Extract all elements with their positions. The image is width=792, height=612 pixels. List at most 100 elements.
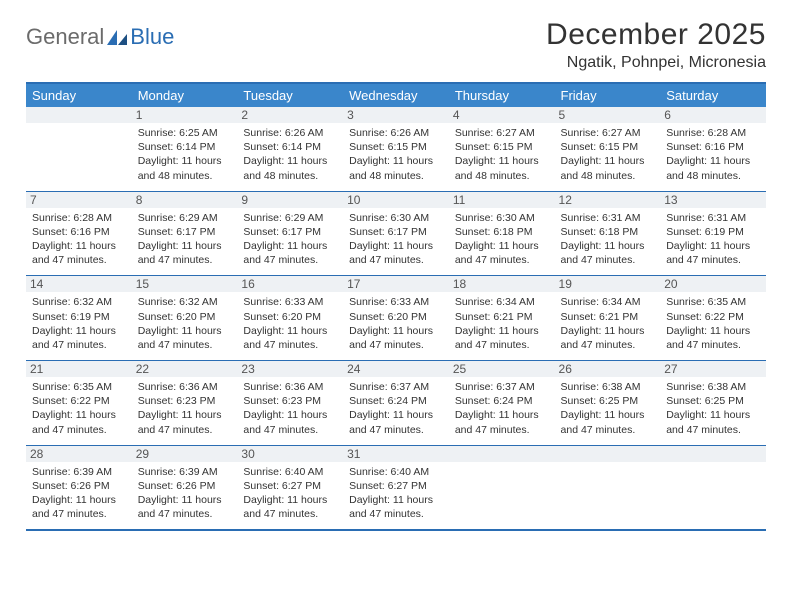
daylight-text: Daylight: 11 hours [666,239,760,253]
daylight-text: Daylight: 11 hours [561,239,655,253]
sunrise-text: Sunrise: 6:35 AM [666,295,760,309]
sunset-text: Sunset: 6:22 PM [666,310,760,324]
day-cell: 4Sunrise: 6:27 AMSunset: 6:15 PMDaylight… [449,107,555,191]
day-cell: 8Sunrise: 6:29 AMSunset: 6:17 PMDaylight… [132,191,238,276]
calendar-table: Sunday Monday Tuesday Wednesday Thursday… [26,82,766,531]
brand-text-1: General [26,24,104,50]
day-number: 20 [660,276,766,292]
sunrise-text: Sunrise: 6:26 AM [243,126,337,140]
sunrise-text: Sunrise: 6:33 AM [243,295,337,309]
empty-day [555,446,661,462]
daylight-text: and 47 minutes. [138,253,232,267]
week-row: 1Sunrise: 6:25 AMSunset: 6:14 PMDaylight… [26,107,766,191]
day-number: 24 [343,361,449,377]
daylight-text: and 48 minutes. [138,169,232,183]
sunrise-text: Sunrise: 6:30 AM [349,211,443,225]
day-number: 6 [660,107,766,123]
sunset-text: Sunset: 6:16 PM [32,225,126,239]
sunrise-text: Sunrise: 6:38 AM [561,380,655,394]
sunrise-text: Sunrise: 6:37 AM [349,380,443,394]
day-number: 3 [343,107,449,123]
daylight-text: and 47 minutes. [349,423,443,437]
daylight-text: and 47 minutes. [138,423,232,437]
day-number: 13 [660,192,766,208]
day-number: 31 [343,446,449,462]
day-header: Saturday [660,83,766,107]
empty-day [26,107,132,123]
day-number: 7 [26,192,132,208]
day-cell: 2Sunrise: 6:26 AMSunset: 6:14 PMDaylight… [237,107,343,191]
sunset-text: Sunset: 6:27 PM [243,479,337,493]
daylight-text: Daylight: 11 hours [455,408,549,422]
daylight-text: Daylight: 11 hours [138,154,232,168]
day-cell: 31 Sunrise: 6:40 AMSunset: 6:27 PMDayligh… [343,445,449,530]
day-cell: 6Sunrise: 6:28 AMSunset: 6:16 PMDaylight… [660,107,766,191]
sunset-text: Sunset: 6:24 PM [349,394,443,408]
day-number: 30 [237,446,343,462]
sunrise-text: Sunrise: 6:37 AM [455,380,549,394]
sunset-text: Sunset: 6:17 PM [349,225,443,239]
day-number: 25 [449,361,555,377]
day-number: 27 [660,361,766,377]
empty-day [660,446,766,462]
sunset-text: Sunset: 6:18 PM [561,225,655,239]
sunset-text: Sunset: 6:18 PM [455,225,549,239]
sunrise-text: Sunrise: 6:40 AM [349,465,443,479]
day-cell [555,445,661,530]
day-cell: 26Sunrise: 6:38 AMSunset: 6:25 PMDayligh… [555,361,661,446]
daylight-text: Daylight: 11 hours [243,239,337,253]
daylight-text: and 47 minutes. [561,338,655,352]
sunset-text: Sunset: 6:21 PM [561,310,655,324]
sunset-text: Sunset: 6:14 PM [138,140,232,154]
sunset-text: Sunset: 6:17 PM [138,225,232,239]
day-cell: 5Sunrise: 6:27 AMSunset: 6:15 PMDaylight… [555,107,661,191]
sunset-text: Sunset: 6:19 PM [666,225,760,239]
daylight-text: Daylight: 11 hours [349,154,443,168]
daylight-text: and 47 minutes. [561,253,655,267]
day-number: 4 [449,107,555,123]
daylight-text: Daylight: 11 hours [561,154,655,168]
sunset-text: Sunset: 6:26 PM [138,479,232,493]
daylight-text: Daylight: 11 hours [455,239,549,253]
daylight-text: and 47 minutes. [455,338,549,352]
day-cell: 25Sunrise: 6:37 AMSunset: 6:24 PMDayligh… [449,361,555,446]
sunset-text: Sunset: 6:20 PM [243,310,337,324]
daylight-text: Daylight: 11 hours [349,493,443,507]
daylight-text: Daylight: 11 hours [455,324,549,338]
day-number: 1 [132,107,238,123]
week-row: 28Sunrise: 6:39 AMSunset: 6:26 PMDayligh… [26,445,766,530]
sunrise-text: Sunrise: 6:39 AM [138,465,232,479]
day-cell: 17Sunrise: 6:33 AMSunset: 6:20 PMDayligh… [343,276,449,361]
daylight-text: Daylight: 11 hours [32,408,126,422]
sunset-text: Sunset: 6:15 PM [561,140,655,154]
daylight-text: Daylight: 11 hours [666,408,760,422]
daylight-text: and 47 minutes. [243,338,337,352]
daylight-text: and 47 minutes. [138,338,232,352]
day-cell: 30Sunrise: 6:40 AMSunset: 6:27 PMDayligh… [237,445,343,530]
sunset-text: Sunset: 6:26 PM [32,479,126,493]
sunrise-text: Sunrise: 6:30 AM [455,211,549,225]
sunrise-text: Sunrise: 6:28 AM [666,126,760,140]
daylight-text: and 47 minutes. [349,338,443,352]
daylight-text: and 47 minutes. [32,338,126,352]
day-number: 10 [343,192,449,208]
sunrise-text: Sunrise: 6:34 AM [561,295,655,309]
daylight-text: and 47 minutes. [455,423,549,437]
daylight-text: Daylight: 11 hours [561,324,655,338]
sunrise-text: Sunrise: 6:27 AM [455,126,549,140]
daylight-text: Daylight: 11 hours [666,324,760,338]
day-header: Sunday [26,83,132,107]
empty-day [449,446,555,462]
sunset-text: Sunset: 6:19 PM [32,310,126,324]
day-cell: 14Sunrise: 6:32 AMSunset: 6:19 PMDayligh… [26,276,132,361]
day-header: Tuesday [237,83,343,107]
sunset-text: Sunset: 6:27 PM [349,479,443,493]
day-cell: 9Sunrise: 6:29 AMSunset: 6:17 PMDaylight… [237,191,343,276]
sunset-text: Sunset: 6:23 PM [243,394,337,408]
daylight-text: Daylight: 11 hours [349,239,443,253]
sunset-text: Sunset: 6:15 PM [455,140,549,154]
day-cell: 13Sunrise: 6:31 AMSunset: 6:19 PMDayligh… [660,191,766,276]
location-text: Ngatik, Pohnpei, Micronesia [546,54,766,72]
day-number: 12 [555,192,661,208]
sunset-text: Sunset: 6:25 PM [666,394,760,408]
